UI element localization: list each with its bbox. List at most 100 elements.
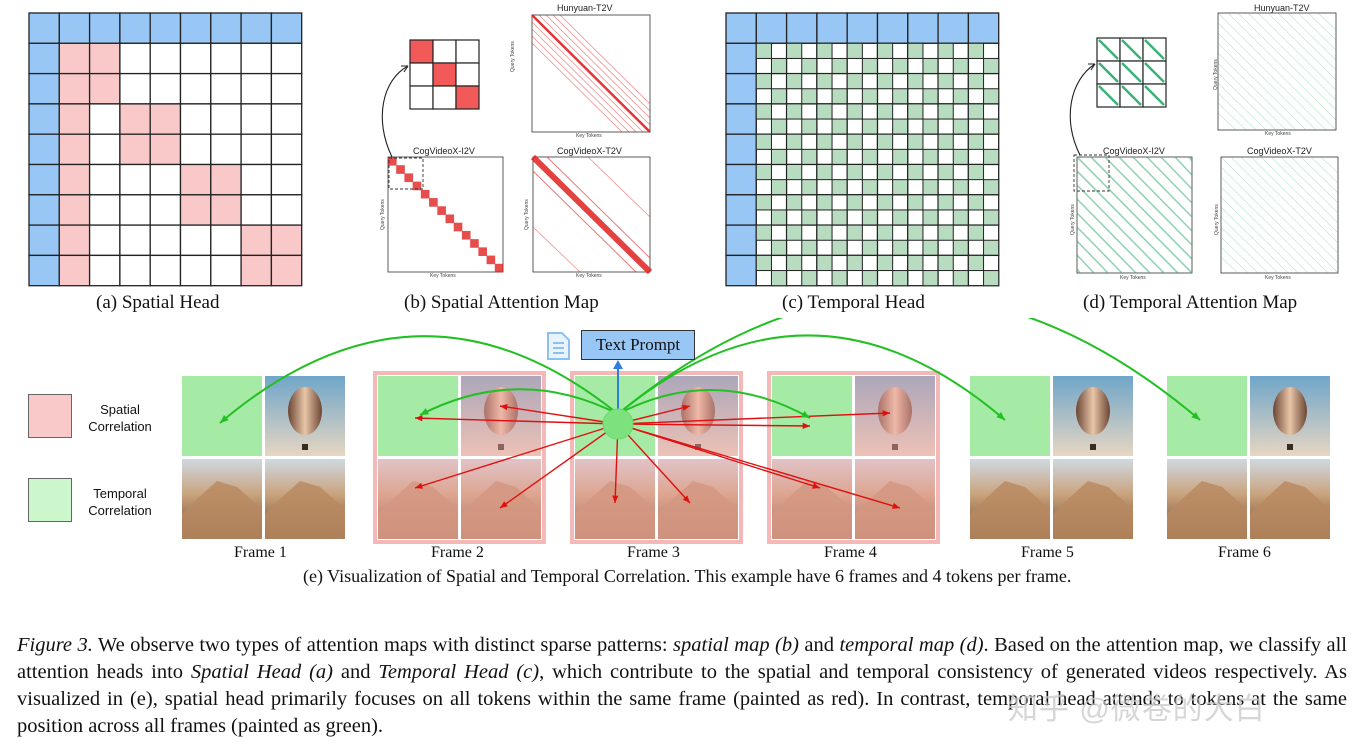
temporal-subcell xyxy=(892,270,909,287)
attention-stripe xyxy=(1280,156,1339,214)
attention-stripe xyxy=(1220,156,1339,274)
zoom-cell xyxy=(432,85,457,110)
temporal-subcell xyxy=(816,254,833,272)
attention-diagonal xyxy=(531,28,637,133)
temporal-subcell xyxy=(952,118,969,135)
temporal-subcell xyxy=(846,103,863,120)
temporal-subcell xyxy=(861,88,879,105)
grid-cell xyxy=(179,133,212,166)
grid-cell xyxy=(149,12,182,44)
temporal-subcell xyxy=(922,57,939,75)
temporal-subcell xyxy=(801,270,818,287)
temporal-subcell xyxy=(831,88,848,105)
temporal-subcell xyxy=(801,239,818,256)
zoom-cell xyxy=(455,39,480,64)
attention-stripe xyxy=(1287,12,1337,61)
spatial-overlay xyxy=(855,459,935,539)
zoom-region xyxy=(1073,154,1110,192)
grid-cell xyxy=(270,224,303,257)
temporal-subcell xyxy=(877,42,894,59)
temporal-subcell xyxy=(907,164,924,181)
temporal-subcell xyxy=(786,133,803,150)
temporal-subcell xyxy=(755,103,772,120)
temporal-subcell xyxy=(861,209,879,226)
temporal-subcell xyxy=(755,73,772,90)
grid-cell xyxy=(907,12,939,44)
attention-stripe xyxy=(1220,226,1269,274)
attention-block xyxy=(420,189,430,199)
map-cogvideox-t2v xyxy=(1220,156,1339,274)
temporal-subcell xyxy=(892,209,909,226)
attention-stripe xyxy=(1090,156,1193,260)
grid-cell xyxy=(119,224,151,257)
map-title-hunyuan-b: Hunyuan-T2V xyxy=(557,3,613,13)
temporal-arrow-head xyxy=(1191,411,1200,420)
mountain xyxy=(461,481,541,539)
attention-diagonal xyxy=(530,154,653,275)
temporal-subcell xyxy=(846,133,863,150)
grid-cell xyxy=(725,163,757,196)
temporal-token xyxy=(182,376,262,456)
spatial-overlay xyxy=(772,459,852,539)
temporal-subcell xyxy=(861,118,879,135)
temporal-subcell xyxy=(877,103,894,120)
temporal-subcell xyxy=(937,42,954,59)
attention-stripe xyxy=(1220,196,1299,274)
attention-stripe xyxy=(1260,156,1339,234)
attention-stripe xyxy=(1076,268,1081,274)
caption-c: (c) Temporal Head xyxy=(782,292,925,313)
temporal-subcell xyxy=(786,254,803,272)
grid-cell xyxy=(28,254,60,287)
temporal-subcell xyxy=(786,164,803,181)
attention-diagonal xyxy=(531,42,623,133)
attention-stripe xyxy=(1217,62,1287,131)
spatial-arrow-head xyxy=(802,422,810,430)
temporal-subcell xyxy=(877,73,894,90)
frame-label-3: Frame 3 xyxy=(627,544,680,561)
zoom-arrowhead xyxy=(401,65,409,73)
spatial-arrow-head xyxy=(500,404,508,411)
zoom-diagonal xyxy=(1144,85,1165,106)
temporal-subcell xyxy=(892,239,909,256)
attention-stripe xyxy=(1220,236,1259,274)
grid-cell xyxy=(149,163,182,196)
attention-block xyxy=(478,247,487,256)
temporal-subcell xyxy=(861,148,879,166)
zoom-diagonal xyxy=(1098,85,1119,106)
temporal-subcell xyxy=(922,148,939,166)
temporal-subcell xyxy=(877,254,894,272)
attention-stripe xyxy=(1220,186,1309,274)
attention-stripe xyxy=(1217,22,1327,131)
attention-stripe xyxy=(1267,12,1337,81)
attention-stripe xyxy=(1237,12,1337,111)
temporal-subcell xyxy=(877,164,894,181)
temporal-subcell xyxy=(801,148,818,166)
map-hunyuan-t2v xyxy=(531,14,651,133)
attention-stripe xyxy=(1307,12,1337,41)
map-frame xyxy=(1217,12,1337,131)
key-label-d1: Key Tokens xyxy=(1265,131,1291,137)
attention-diagonal xyxy=(546,156,651,259)
grid-cell xyxy=(270,163,303,196)
temporal-head-grid xyxy=(725,12,1000,287)
grid-cell xyxy=(876,12,909,44)
temporal-subcell xyxy=(786,103,803,120)
caption-spatial-head: Spatial Head (a) xyxy=(190,661,334,683)
mountain xyxy=(575,481,655,539)
temporal-subcell xyxy=(937,133,954,150)
attention-stripe xyxy=(1132,156,1193,218)
temporal-subcell xyxy=(861,179,879,196)
temporal-subcell xyxy=(755,194,772,211)
frames-illustration xyxy=(182,318,1330,544)
temporal-subcell xyxy=(967,42,985,59)
spatial-arrow xyxy=(617,423,901,509)
temporal-subcell xyxy=(937,224,954,241)
temporal-subcell xyxy=(877,224,894,241)
attention-stripe xyxy=(1217,32,1317,131)
attention-block xyxy=(494,263,504,273)
attention-stripe xyxy=(1217,42,1307,131)
grid-cell xyxy=(88,224,121,257)
grid-cell xyxy=(240,163,273,196)
grid-cell xyxy=(149,72,182,105)
spatial-arrow xyxy=(617,423,811,427)
